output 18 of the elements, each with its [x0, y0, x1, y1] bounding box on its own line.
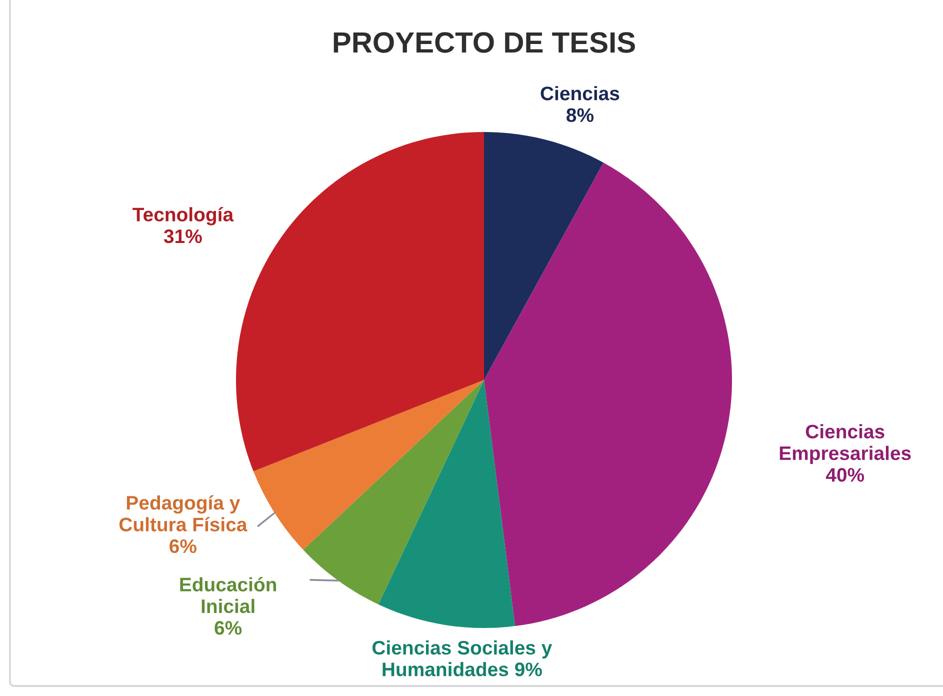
- slice-label: Ciencias Empresariales: [780, 424, 911, 464]
- pie-slice: [253, 380, 484, 550]
- chart-title: PROYECTO DE TESIS: [334, 32, 635, 53]
- pie-slice: [378, 380, 516, 628]
- data-label: 8%: [566, 108, 594, 122]
- slice-label: Tecnología: [132, 206, 234, 226]
- slice-label: Ciencias: [540, 86, 620, 100]
- pie-slice: [236, 132, 484, 472]
- data-label: 31%: [164, 229, 202, 244]
- pie-slice: [303, 380, 484, 604]
- slice-label: Educación Inicial: [180, 577, 276, 614]
- data-label: 6%: [170, 539, 196, 554]
- data-label: 40%: [826, 468, 864, 482]
- slice-label: Pedagogía y Cultura Física: [119, 495, 248, 532]
- pie-slice: [484, 162, 732, 626]
- data-label: 6%: [214, 621, 242, 635]
- slice-label: Ciencias Sociales y Humanidades 9%: [372, 640, 552, 676]
- pie-slice: [484, 132, 604, 380]
